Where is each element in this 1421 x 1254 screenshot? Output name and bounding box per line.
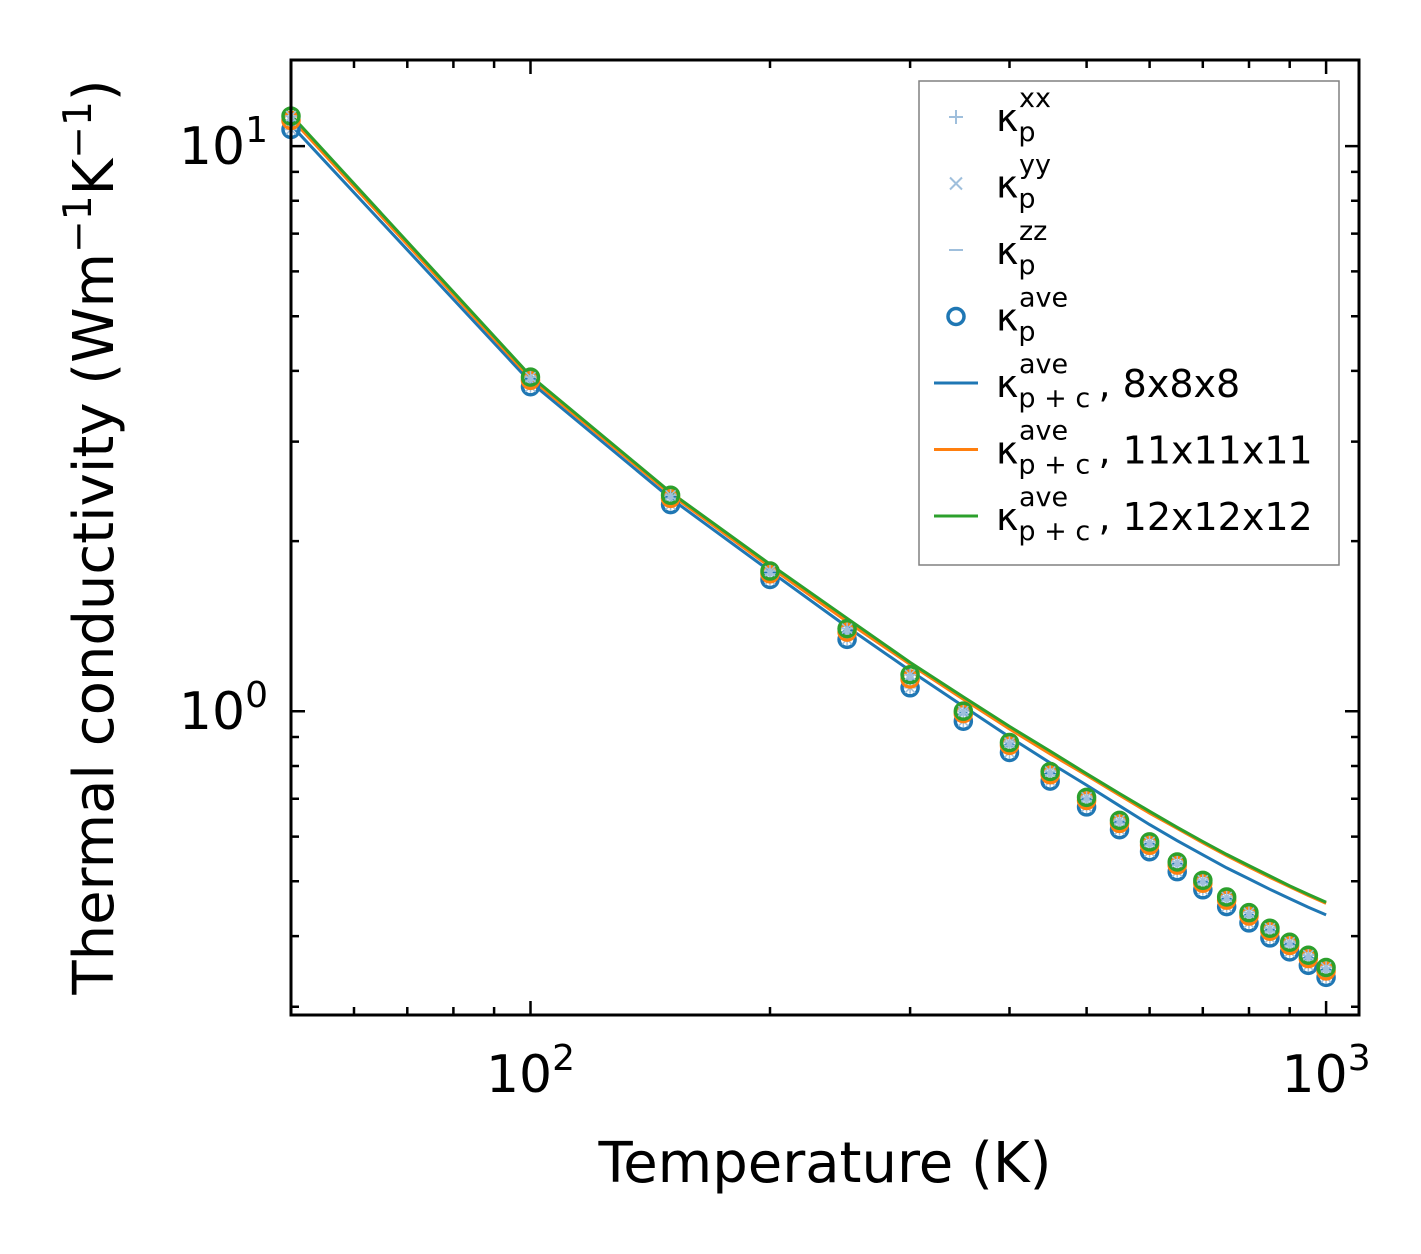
point-ave-12x12x12-550 — [1109, 810, 1130, 831]
point-yy-12x12x12-850 — [1264, 922, 1276, 934]
y-tick-label-1: 100 — [179, 675, 268, 742]
tick-lines — [289, 60, 1359, 1015]
legend-label-5: κp + cave, 11x11x11 — [996, 416, 1313, 481]
legend-entry-5: κp + cave, 11x11x11 — [934, 416, 1313, 481]
point-yy-12x12x12-600 — [1144, 836, 1156, 848]
point-yy-12x12x12-450 — [1044, 766, 1056, 778]
point-ave-12x12x12-900 — [1279, 932, 1300, 953]
point-ave-12x12x12-1000 — [1316, 957, 1336, 978]
point-yy-12x12x12-950 — [1302, 949, 1314, 961]
legend-entry-3: κpave — [946, 283, 1068, 348]
line-12x12x12 — [289, 113, 1327, 904]
point-ave-12x12x12-650 — [1167, 852, 1187, 872]
point-ave-12x12x12-600 — [1139, 832, 1160, 852]
point-ave-12x12x12-400 — [999, 732, 1020, 753]
legend-box — [918, 80, 1340, 566]
legend-entry-4: κp + cave, 8x8x8 — [934, 349, 1240, 414]
point-yy-12x12x12-100 — [524, 371, 537, 383]
point-yy-12x12x12-750 — [1221, 891, 1233, 903]
point-yy-12x12x12-400 — [1003, 737, 1016, 749]
tick-labels: 102 103 100 101 — [179, 110, 1371, 1105]
point-yy-12x12x12-550 — [1113, 814, 1126, 826]
point-ave-12x12x12-250 — [837, 618, 857, 639]
y-axis-label: Thermal conductivity (Wm−1K−1) — [56, 79, 127, 995]
point-yy-12x12x12-800 — [1243, 907, 1255, 919]
point-ave-12x12x12-800 — [1239, 902, 1259, 923]
legend-label-3: κpave — [996, 283, 1068, 348]
scatter-12x12x12 — [281, 106, 1336, 978]
point-yy-12x12x12-900 — [1284, 936, 1296, 948]
legend-marker-circle-icon — [946, 306, 966, 327]
y-tick-label-10: 101 — [179, 110, 268, 177]
x-tick-label-100: 102 — [486, 1038, 575, 1105]
tick-marks — [289, 60, 1359, 1015]
point-yy-12x12x12-650 — [1171, 856, 1183, 868]
point-ave-12x12x12-150 — [660, 485, 681, 506]
x-tick-label-1000: 103 — [1282, 1038, 1371, 1105]
point-yy-12x12x12-150 — [665, 489, 677, 501]
point-ave-12x12x12-300 — [900, 665, 920, 685]
point-ave-12x12x12-700 — [1193, 870, 1213, 891]
point-ave-12x12x12-350 — [953, 701, 974, 721]
point-ave-12x12x12-500 — [1076, 787, 1097, 808]
point-ave-12x12x12-200 — [760, 561, 780, 581]
point-yy-12x12x12-250 — [841, 623, 853, 635]
legend-label-1: κpyy — [996, 150, 1051, 215]
point-ave-12x12x12-850 — [1260, 918, 1280, 938]
line-8x8x8 — [289, 123, 1327, 917]
legend-marker-plus-icon — [949, 110, 963, 124]
point-yy-12x12x12-1000 — [1320, 961, 1332, 973]
point-yy-12x12x12-500 — [1081, 791, 1093, 803]
point-yy-12x12x12-200 — [764, 565, 776, 577]
x-axis-label: Temperature (K) — [598, 1131, 1052, 1196]
legend-entry-1: κpyy — [949, 150, 1051, 215]
point-ave-12x12x12-100 — [520, 367, 541, 387]
data-layer — [281, 106, 1336, 988]
legend-label-2: κpzz — [996, 216, 1047, 281]
point-yy-12x12x12-700 — [1197, 874, 1209, 886]
legend-entry-6: κp + cave, 12x12x12 — [934, 482, 1313, 547]
legend-label-0: κpxx — [996, 83, 1051, 148]
point-ave-12x12x12-450 — [1040, 761, 1060, 782]
legend-label-6: κp + cave, 12x12x12 — [996, 482, 1313, 547]
point-yy-12x12x12-300 — [904, 669, 916, 681]
legend-entry-0: κpxx — [949, 83, 1051, 148]
plot-frame — [289, 58, 1361, 1017]
point-ave-12x12x12-950 — [1298, 945, 1319, 965]
legend-label-4: κp + cave, 8x8x8 — [996, 349, 1240, 414]
legend-entry-2: κpzz — [949, 216, 1047, 281]
legend-marker-cross-icon — [949, 176, 963, 191]
point-ave-12x12x12-750 — [1216, 887, 1237, 907]
point-yy-12x12x12-350 — [957, 705, 969, 717]
